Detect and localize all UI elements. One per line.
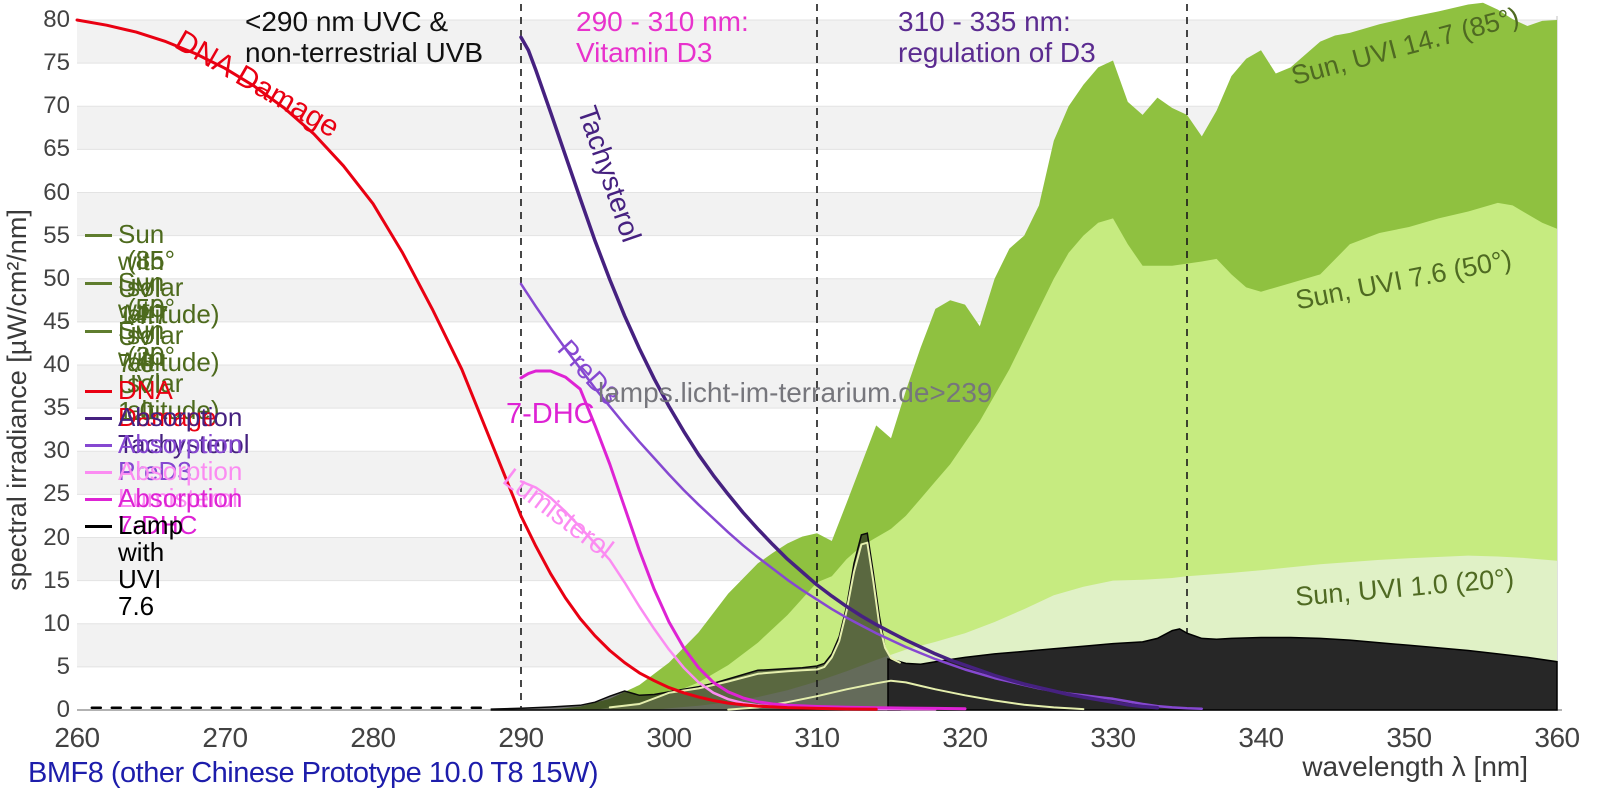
legend-dash-lamp-uvi-7-6 [85,525,112,528]
legend-label: Absorption Lumisterol [118,456,243,513]
series-lamp_tail_line [727,679,1085,711]
x-tick-label: 310 [794,722,840,753]
y-tick-label: 40 [43,351,70,378]
x-tick-label: 350 [1386,722,1432,753]
series-dna_damage [75,18,878,711]
annotation-vitamin-d3-line1: 290 - 310 nm: [576,6,749,37]
x-axis-title: wavelength λ [nm] [1302,751,1528,782]
y-tick-label: 70 [43,92,70,120]
legend-dash-sun-uvi-1-0 [85,330,112,333]
y-tick-label: 25 [43,480,70,508]
y-tick-label: 60 [43,178,70,206]
legend-label: Sun with UVI 14.7 [118,219,169,330]
y-tick-label: 20 [43,523,70,551]
y-tick-label: 65 [43,135,70,163]
series-absorption_tachysterol [519,35,1160,710]
legend-label: Absorption 7-DHC [118,483,243,540]
y-tick-label: 35 [43,394,70,422]
y-tick-label: 50 [43,264,70,292]
legend-label: Sun with UVI 7.6 [118,267,165,378]
y-tick-label: 55 [43,221,70,249]
y-tick-label: 5 [56,652,70,680]
series-absorption_pred3 [519,282,1204,710]
x-tick-label: 300 [646,722,692,753]
x-tick-label: 280 [350,722,396,753]
x-tick-label: 360 [1534,722,1580,753]
x-tick-label: 260 [54,722,100,753]
y-tick-label: 0 [56,696,70,723]
legend-label: Absorption Tachysterol [118,402,250,459]
y-tick-label: 10 [43,609,70,637]
annotation-uvc: <290 nm UVC & non-terrestrial UVB [245,6,483,68]
y-tick-label: 75 [43,49,70,77]
legend-sublabel: (50° solar altitude) [127,293,220,377]
legend-label: Sun with UVI 1.0 [118,315,165,426]
7dhc-curve-label: 7-DHC [506,398,595,430]
annotation-uvc-line1: <290 nm UVC & [245,6,449,37]
legend-dash-absorption-pred3 [85,444,112,447]
annotation-regulation-d3: 310 - 335 nm: regulation of D3 [898,6,1096,68]
x-tick-label: 290 [498,722,544,753]
legend-dash-sun-uvi-7-6 [85,282,112,285]
y-tick-label: 45 [43,307,70,335]
y-tick-label: 30 [43,437,70,465]
legend-dash-sun-uvi-14-7 [85,234,112,237]
legend-dash-absorption-7dhc [85,498,112,501]
annotation-regulation-d3-line1: 310 - 335 nm: [898,6,1071,37]
legend-sublabel: (85° solar altitude) [127,245,220,329]
y-tick-label: 15 [43,566,70,594]
series-lamp_peak_line [608,541,901,709]
x-tick-label: 340 [1238,722,1284,753]
legend-dash-absorption-tachysterol [85,417,112,420]
legend-dash-absorption-lumisterol [85,471,112,474]
legend-label: Absorption PreD3 [118,429,243,486]
legend-label: Lamp with UVI 7.6 [118,510,184,621]
annotation-uvc-line2: non-terrestrial UVB [245,37,484,68]
series-absorption_7dhc [519,369,967,711]
y-tick-label: 80 [43,6,70,33]
legend-label: DNA Damage [118,375,217,432]
legend-dash-dna-damage [85,390,112,393]
legend-sublabel: (20° solar altitude) [127,341,220,425]
annotation-regulation-d3-line2: regulation of D3 [898,37,1096,68]
x-tick-label: 270 [202,722,248,753]
x-tick-label: 320 [942,722,988,753]
x-tick-label: 330 [1090,722,1136,753]
page-title: BMF8 (other Chinese Prototype 10.0 T8 15… [28,757,599,789]
annotation-vitamin-d3-line2: Vitamin D3 [576,37,713,68]
watermark: lamps.licht-im-terrarium.de>239 [598,377,993,408]
annotation-vitamin-d3: 290 - 310 nm: Vitamin D3 [576,6,749,68]
